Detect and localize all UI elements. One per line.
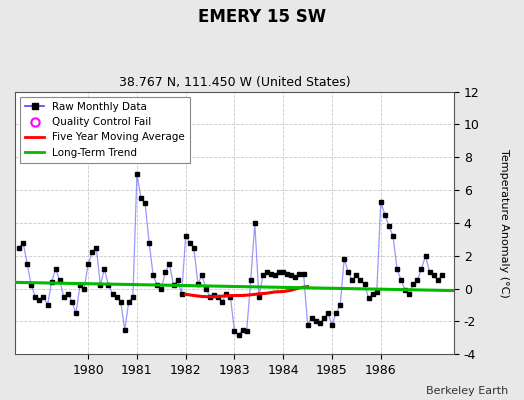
Text: EMERY 15 SW: EMERY 15 SW — [198, 8, 326, 26]
Title: 38.767 N, 111.450 W (United States): 38.767 N, 111.450 W (United States) — [118, 76, 350, 89]
Text: Berkeley Earth: Berkeley Earth — [426, 386, 508, 396]
Y-axis label: Temperature Anomaly (°C): Temperature Anomaly (°C) — [499, 148, 509, 297]
Legend: Raw Monthly Data, Quality Control Fail, Five Year Moving Average, Long-Term Tren: Raw Monthly Data, Quality Control Fail, … — [20, 97, 190, 163]
